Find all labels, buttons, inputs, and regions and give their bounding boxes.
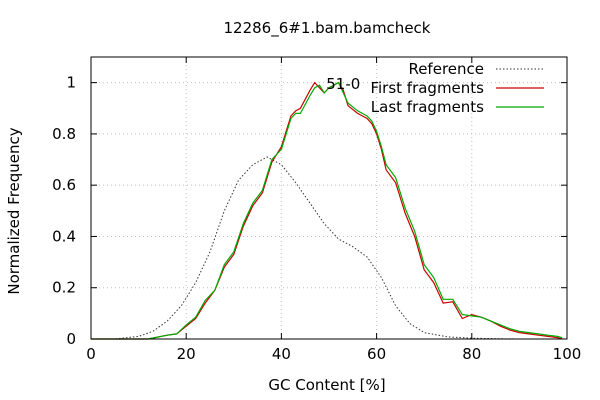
x-axis-label: GC Content [%] xyxy=(268,376,385,394)
series-line-last-fragments xyxy=(91,81,563,340)
annotation-label: 51-0 xyxy=(326,75,360,93)
legend-label-first-fragments: First fragments xyxy=(370,79,484,97)
y-tick-label: 1 xyxy=(66,74,76,92)
x-tick-label: 20 xyxy=(177,345,196,363)
legend-label-last-fragments: Last fragments xyxy=(371,98,484,116)
axis-ticks: 0 20 40 60 80 100 0 0.2 0.4 0.6 0.8 1 xyxy=(52,57,581,363)
series-line-first-fragments xyxy=(91,81,563,340)
plot-series xyxy=(91,81,563,340)
y-tick-label: 0 xyxy=(66,330,76,348)
legend: Reference First fragments Last fragments xyxy=(370,60,544,116)
x-tick-label: 100 xyxy=(553,345,582,363)
y-axis-label: Normalized Frequency xyxy=(5,127,23,294)
x-tick-label: 40 xyxy=(272,345,291,363)
series-line-reference xyxy=(91,156,520,340)
grid-lines xyxy=(91,57,567,339)
plot-frame xyxy=(90,56,568,340)
y-tick-label: 0.4 xyxy=(52,227,76,245)
y-tick-label: 0.2 xyxy=(52,279,76,297)
x-tick-label: 80 xyxy=(462,345,481,363)
legend-label-reference: Reference xyxy=(408,60,484,78)
y-tick-label: 0.6 xyxy=(52,176,76,194)
chart-title: 12286_6#1.bam.bamcheck xyxy=(224,19,431,38)
x-tick-label: 60 xyxy=(367,345,386,363)
y-tick-label: 0.8 xyxy=(52,125,76,143)
x-tick-label: 0 xyxy=(86,345,96,363)
